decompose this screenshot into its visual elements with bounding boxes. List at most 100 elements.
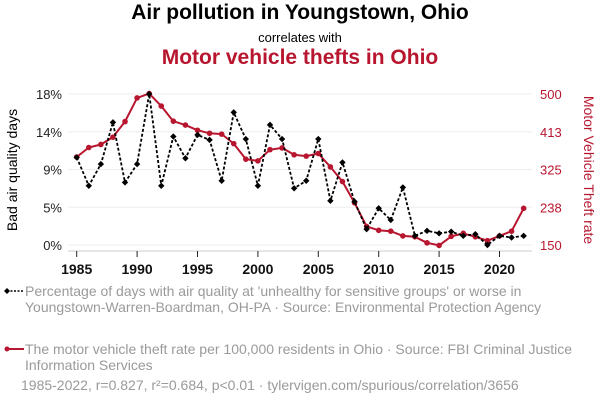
- x-tick-label: 1985: [61, 261, 92, 277]
- air-quality-point: [411, 232, 419, 240]
- theft-rate-point: [339, 178, 346, 185]
- theft-rate-point: [303, 153, 310, 159]
- air-quality-point: [303, 177, 310, 184]
- chart-title: Air pollution in Youngstown, Ohio: [131, 1, 469, 24]
- air-quality-point: [254, 182, 262, 189]
- air-quality-point: [170, 133, 177, 140]
- air-quality-point: [109, 119, 117, 126]
- theft-rate-point: [206, 130, 213, 137]
- air-quality-point: [278, 135, 286, 143]
- y-right-tick-label: 150: [540, 238, 562, 253]
- air-quality-point: [242, 135, 250, 143]
- chart-subtitle: correlates with: [258, 30, 342, 45]
- gridlines: [68, 93, 532, 246]
- theft-rate-point: [400, 233, 406, 239]
- theft-rate-point: [327, 164, 334, 170]
- air-quality-point: [508, 234, 515, 241]
- theft-rate-point: [448, 233, 454, 240]
- air-quality-point: [472, 230, 479, 238]
- y-right-tick-label: 413: [540, 125, 562, 140]
- air-quality-point: [435, 230, 443, 237]
- air-quality-point: [375, 205, 382, 212]
- series-air-quality: [73, 90, 527, 249]
- legend-marker-red-line-icon: [4, 346, 24, 352]
- theft-rate-point: [230, 140, 237, 147]
- y-left-tick-label: 18%: [36, 87, 62, 102]
- y-right-tick-label: 238: [540, 200, 562, 215]
- legend-item-theft-rate: The motor vehicle theft rate per 100,000…: [4, 341, 594, 373]
- air-quality-point: [97, 160, 105, 168]
- air-quality-point: [339, 159, 346, 166]
- y-axis-left-title: Bad air quality days: [4, 109, 20, 231]
- y-left-tick-label: 14%: [36, 125, 62, 140]
- theft-rate-point: [110, 134, 116, 140]
- theft-rate-point: [291, 152, 297, 158]
- theft-rate-point: [508, 228, 515, 234]
- air-quality-point: [194, 131, 201, 139]
- air-quality-point: [520, 232, 527, 240]
- air-quality-point: [351, 198, 358, 205]
- air-quality-point: [327, 197, 334, 204]
- air-quality-point: [496, 232, 503, 240]
- y-axis-right-title: Motor Vehicle Theft rate: [581, 96, 597, 245]
- air-quality-point: [460, 232, 467, 240]
- theft-rate-point: [98, 141, 104, 148]
- air-quality-point: [182, 155, 189, 162]
- air-quality-point: [423, 227, 431, 235]
- x-tick-label: 2005: [303, 261, 334, 277]
- theft-rate-point: [122, 118, 128, 125]
- air-quality-point: [315, 135, 322, 143]
- legend-marker-dotted-diamond-icon: [4, 288, 24, 294]
- theft-rate-point: [424, 240, 430, 246]
- correlation-footer: 1985-2022, r=0.827, r²=0.684, p<0.01 · t…: [21, 377, 519, 393]
- legend-label-theft-rate: The motor vehicle theft rate per 100,000…: [25, 341, 573, 373]
- air-quality-point: [447, 228, 455, 235]
- theft-rate-point: [182, 122, 189, 128]
- theft-rate-point: [218, 131, 225, 137]
- theft-rate-point: [279, 145, 285, 151]
- y-left-tick-label: 9%: [43, 163, 62, 178]
- x-tick-label: 2000: [242, 261, 273, 277]
- theft-rate-point: [315, 150, 322, 157]
- air-quality-point: [387, 216, 394, 224]
- x-tick-label: 2015: [424, 261, 455, 277]
- air-quality-point: [363, 225, 370, 233]
- air-quality-point: [73, 154, 80, 161]
- theft-rate-point: [194, 127, 201, 134]
- theft-rate-point: [134, 95, 140, 101]
- chart-title-secondary: Motor vehicle thefts in Ohio: [161, 46, 439, 69]
- y-right-tick-label: 500: [540, 87, 562, 102]
- theft-rate-point: [85, 144, 92, 151]
- air-quality-point: [230, 109, 237, 116]
- x-tick-label: 1990: [122, 261, 153, 277]
- air-quality-point: [145, 90, 153, 98]
- chart-plot: 1985 1990 1995 2000 2005 2010 2015 2020 0% 5% 9% 1…: [4, 87, 597, 277]
- y-left-tick-label: 5%: [43, 200, 62, 215]
- theft-rate-point: [436, 242, 442, 249]
- air-quality-point: [484, 241, 491, 249]
- y-left-tick-label: 0%: [43, 238, 62, 253]
- air-quality-point: [158, 182, 165, 189]
- air-quality-point: [266, 121, 274, 129]
- y-axis-right: 150 238 325 413 500: [540, 87, 562, 253]
- y-axis-left: 0% 5% 9% 14% 18%: [36, 87, 62, 253]
- legend-label-air-quality: Percentage of days with air quality at '…: [25, 283, 542, 315]
- x-tick-label: 2010: [363, 261, 394, 277]
- x-tick-label: 2020: [484, 261, 515, 277]
- x-axis: 1985 1990 1995 2000 2005 2010 2015 2020: [61, 250, 532, 277]
- theft-rate-point: [170, 118, 177, 124]
- air-quality-point: [290, 185, 298, 192]
- theft-rate-point: [375, 227, 382, 234]
- air-quality-point: [85, 182, 92, 189]
- x-tick-label: 1995: [182, 261, 213, 277]
- theft-rate-point: [158, 103, 165, 109]
- theft-rate-point: [484, 237, 491, 244]
- theft-rate-point: [267, 146, 273, 153]
- y-right-tick-label: 325: [540, 163, 562, 178]
- air-quality-point: [206, 136, 213, 144]
- air-quality-point: [133, 160, 141, 168]
- legend-item-air-quality: Percentage of days with air quality at '…: [4, 283, 594, 315]
- theft-rate-point: [387, 228, 394, 234]
- theft-rate-point: [255, 158, 261, 164]
- theft-rate-point: [520, 205, 527, 212]
